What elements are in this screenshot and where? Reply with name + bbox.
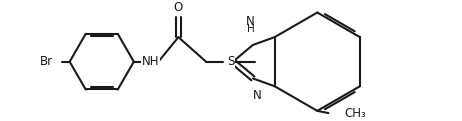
Text: O: O bbox=[174, 1, 183, 14]
Text: N: N bbox=[246, 15, 255, 28]
Text: Br: Br bbox=[40, 55, 53, 68]
Text: NH: NH bbox=[142, 55, 159, 68]
Text: S: S bbox=[227, 55, 234, 68]
Text: N: N bbox=[253, 89, 262, 102]
Text: H: H bbox=[247, 24, 255, 34]
Text: CH₃: CH₃ bbox=[344, 107, 366, 120]
